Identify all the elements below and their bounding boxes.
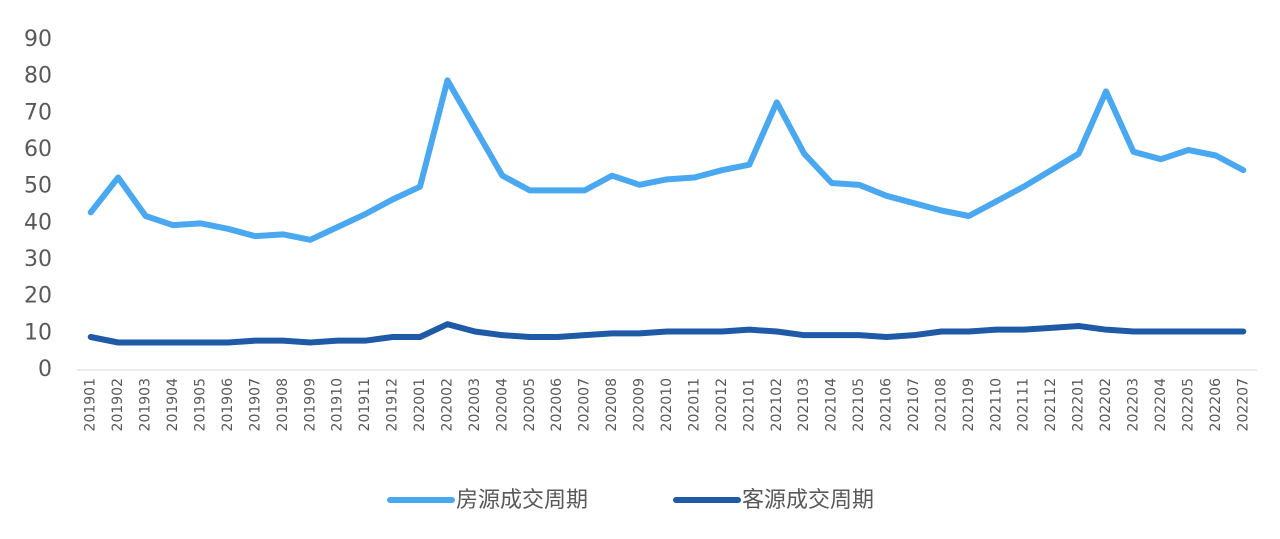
x-tick-label: 202104 xyxy=(824,378,840,432)
y-tick-label: 40 xyxy=(24,210,52,235)
x-tick-label: 202004 xyxy=(494,378,510,432)
y-tick-label: 90 xyxy=(24,27,52,52)
x-tick-label: 202112 xyxy=(1043,378,1059,431)
y-tick-label: 80 xyxy=(24,64,52,89)
x-tick-label: 202110 xyxy=(988,378,1004,431)
x-tick-label: 202012 xyxy=(714,378,730,431)
y-tick-label: 50 xyxy=(24,174,52,199)
legend-label: 房源成交周期 xyxy=(456,488,588,513)
x-tick-label: 202005 xyxy=(522,378,538,431)
x-tick-label: 202205 xyxy=(1180,378,1196,431)
x-tick-label: 201909 xyxy=(302,378,318,431)
x-tick-label: 202002 xyxy=(439,378,455,431)
x-tick-label: 202007 xyxy=(577,378,593,431)
x-tick-label: 201907 xyxy=(247,378,263,431)
x-tick-label: 202010 xyxy=(659,378,675,431)
x-tick-label: 202008 xyxy=(604,378,620,431)
x-tick-label: 202202 xyxy=(1098,378,1114,431)
x-tick-label: 202003 xyxy=(467,378,483,431)
x-tick-label: 201911 xyxy=(357,378,373,431)
x-tick-label: 201904 xyxy=(165,378,181,432)
x-tick-label: 202108 xyxy=(933,378,949,431)
x-tick-label: 201901 xyxy=(83,378,99,431)
x-tick-label: 201906 xyxy=(220,378,236,432)
x-tick-label: 202009 xyxy=(632,378,648,431)
x-tick-label: 201908 xyxy=(275,378,291,431)
x-tick-label: 202109 xyxy=(961,378,977,431)
x-tick-label: 202204 xyxy=(1153,378,1169,432)
x-tick-label: 201905 xyxy=(192,378,208,431)
x-tick-label: 202001 xyxy=(412,378,428,431)
x-tick-label: 202102 xyxy=(769,378,785,431)
x-tick-label: 202103 xyxy=(796,378,812,431)
x-tick-label: 202111 xyxy=(1016,378,1032,431)
x-tick-label: 201902 xyxy=(110,378,126,431)
x-tick-label: 201912 xyxy=(385,378,401,431)
y-tick-label: 10 xyxy=(24,320,52,345)
y-tick-label: 20 xyxy=(24,284,52,309)
x-tick-label: 201903 xyxy=(138,378,154,431)
y-tick-label: 60 xyxy=(24,137,52,162)
x-tick-label: 202201 xyxy=(1071,378,1087,431)
x-tick-label: 202006 xyxy=(549,378,565,432)
x-tick-label: 202106 xyxy=(879,378,895,432)
legend-label: 客源成交周期 xyxy=(742,488,874,513)
y-tick-label: 70 xyxy=(24,100,52,125)
y-tick-label: 0 xyxy=(38,357,52,382)
x-tick-label: 201910 xyxy=(330,378,346,431)
x-tick-label: 202101 xyxy=(741,378,757,431)
x-tick-label: 202206 xyxy=(1208,378,1224,432)
x-tick-label: 202011 xyxy=(686,378,702,431)
x-tick-label: 202207 xyxy=(1235,378,1251,431)
series-line xyxy=(87,321,1247,346)
x-tick-label: 202105 xyxy=(851,378,867,431)
y-tick-label: 30 xyxy=(24,247,52,272)
x-tick-label: 202203 xyxy=(1126,378,1142,431)
x-tick-label: 202107 xyxy=(906,378,922,431)
series-line xyxy=(87,77,1247,243)
